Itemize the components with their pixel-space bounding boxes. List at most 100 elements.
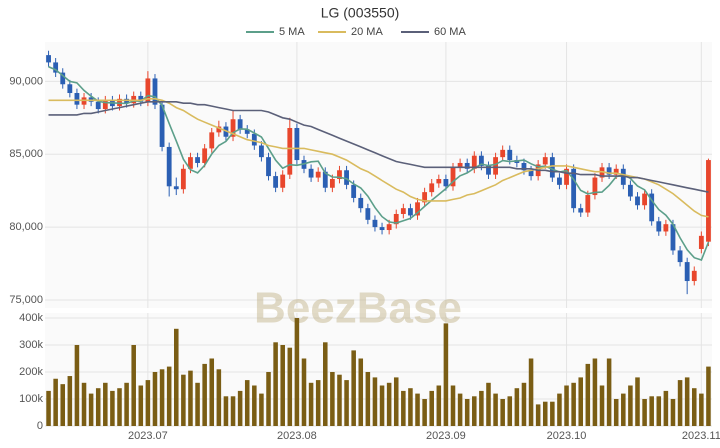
candle-body — [237, 119, 243, 130]
candle-body — [287, 127, 293, 175]
volume-bar — [635, 377, 640, 426]
candle-body — [684, 262, 690, 282]
volume-bar — [401, 390, 406, 426]
x-tick-label: 2023.07 — [128, 430, 168, 442]
volume-bar — [124, 382, 129, 426]
legend-text: 5 MA — [279, 26, 305, 38]
volume-bar — [599, 385, 605, 426]
volume-bar — [486, 382, 491, 426]
volume-bar — [542, 401, 548, 426]
y-tick-label: 80,000 — [9, 221, 43, 233]
candle-body — [493, 157, 498, 175]
volume-bar — [53, 378, 58, 426]
volume-bar — [535, 404, 541, 426]
volume-bar — [457, 393, 463, 426]
candle-body — [627, 184, 633, 197]
candle-body — [74, 93, 80, 105]
candle-body — [337, 170, 342, 180]
volume-bar — [443, 323, 449, 426]
volume-bar — [280, 344, 285, 426]
volume-bar — [585, 363, 591, 426]
volume-bar — [273, 342, 278, 426]
volume-bar — [521, 382, 527, 426]
candle-body — [365, 208, 371, 220]
candle-body — [578, 208, 584, 213]
volume-bar — [663, 390, 669, 426]
volume-bar — [429, 390, 434, 426]
chart-title: LG (003550) — [321, 5, 400, 21]
y-tick-label: 90,000 — [9, 75, 43, 87]
volume-bar — [493, 393, 498, 426]
y-tick-label: 85,000 — [9, 148, 43, 160]
volume-bar — [649, 396, 654, 426]
volume-tick-label: 200k — [19, 366, 43, 378]
candle-body — [216, 126, 222, 133]
candle-body — [400, 208, 406, 214]
volume-bar — [344, 380, 349, 426]
candle-body — [67, 84, 73, 94]
volume-bar — [95, 388, 101, 426]
volume-tick-label: 300k — [19, 339, 43, 351]
candle-body — [372, 219, 378, 228]
volume-bar — [642, 398, 647, 426]
candle-body — [656, 221, 662, 232]
volume-bar — [408, 388, 413, 426]
volume-bar — [656, 396, 662, 426]
volume-bar — [223, 396, 229, 426]
candle-body — [443, 179, 449, 187]
candle-body — [294, 127, 300, 161]
watermark: BeezBase — [254, 284, 462, 333]
candle-body — [613, 168, 619, 175]
candle-body — [557, 177, 562, 185]
volume-bar — [372, 377, 378, 426]
candle-body — [706, 160, 711, 242]
volume-bar — [110, 390, 115, 426]
candle-body — [592, 177, 598, 196]
candle-body — [351, 184, 357, 198]
volume-bar — [514, 388, 520, 426]
candle-body — [542, 157, 548, 165]
volume-bar — [684, 377, 690, 426]
volume-bar — [358, 358, 364, 426]
volume-bar — [287, 347, 293, 426]
volume-bar — [677, 380, 683, 426]
volume-bar — [301, 358, 307, 426]
volume-bar — [138, 385, 144, 426]
volume-bar — [422, 398, 427, 426]
candle-body — [415, 202, 420, 216]
candle-body — [486, 165, 491, 175]
price-panel — [45, 42, 712, 308]
candle-body — [259, 145, 264, 158]
volume-bar — [450, 385, 456, 426]
volume-bar — [500, 398, 505, 426]
volume-bar — [166, 366, 172, 426]
volume-bar — [216, 369, 222, 426]
candle-body — [152, 78, 158, 105]
candle-body — [202, 148, 208, 163]
volume-bar — [472, 396, 477, 426]
volume-bar — [103, 382, 108, 426]
candle-body — [280, 174, 286, 188]
candle-body — [450, 167, 456, 187]
candle-body — [145, 78, 151, 102]
candle-body — [180, 168, 186, 190]
volume-bar — [145, 380, 151, 426]
volume-bar — [188, 370, 193, 426]
volume-bar — [266, 371, 271, 426]
volume-bar — [706, 366, 711, 426]
volume-bar — [670, 398, 676, 426]
volume-bar — [81, 382, 87, 426]
candle-body — [53, 62, 59, 73]
candle-body — [209, 132, 215, 149]
volume-bar — [117, 388, 122, 426]
volume-bar — [557, 393, 562, 426]
volume-bar — [230, 396, 236, 426]
volume-bar — [88, 393, 94, 426]
volume-bar — [159, 369, 165, 426]
candle-body — [408, 208, 413, 216]
candle-body — [251, 133, 257, 146]
volume-bar — [379, 385, 385, 426]
volume-bar — [606, 358, 612, 426]
candle-body — [95, 101, 101, 110]
